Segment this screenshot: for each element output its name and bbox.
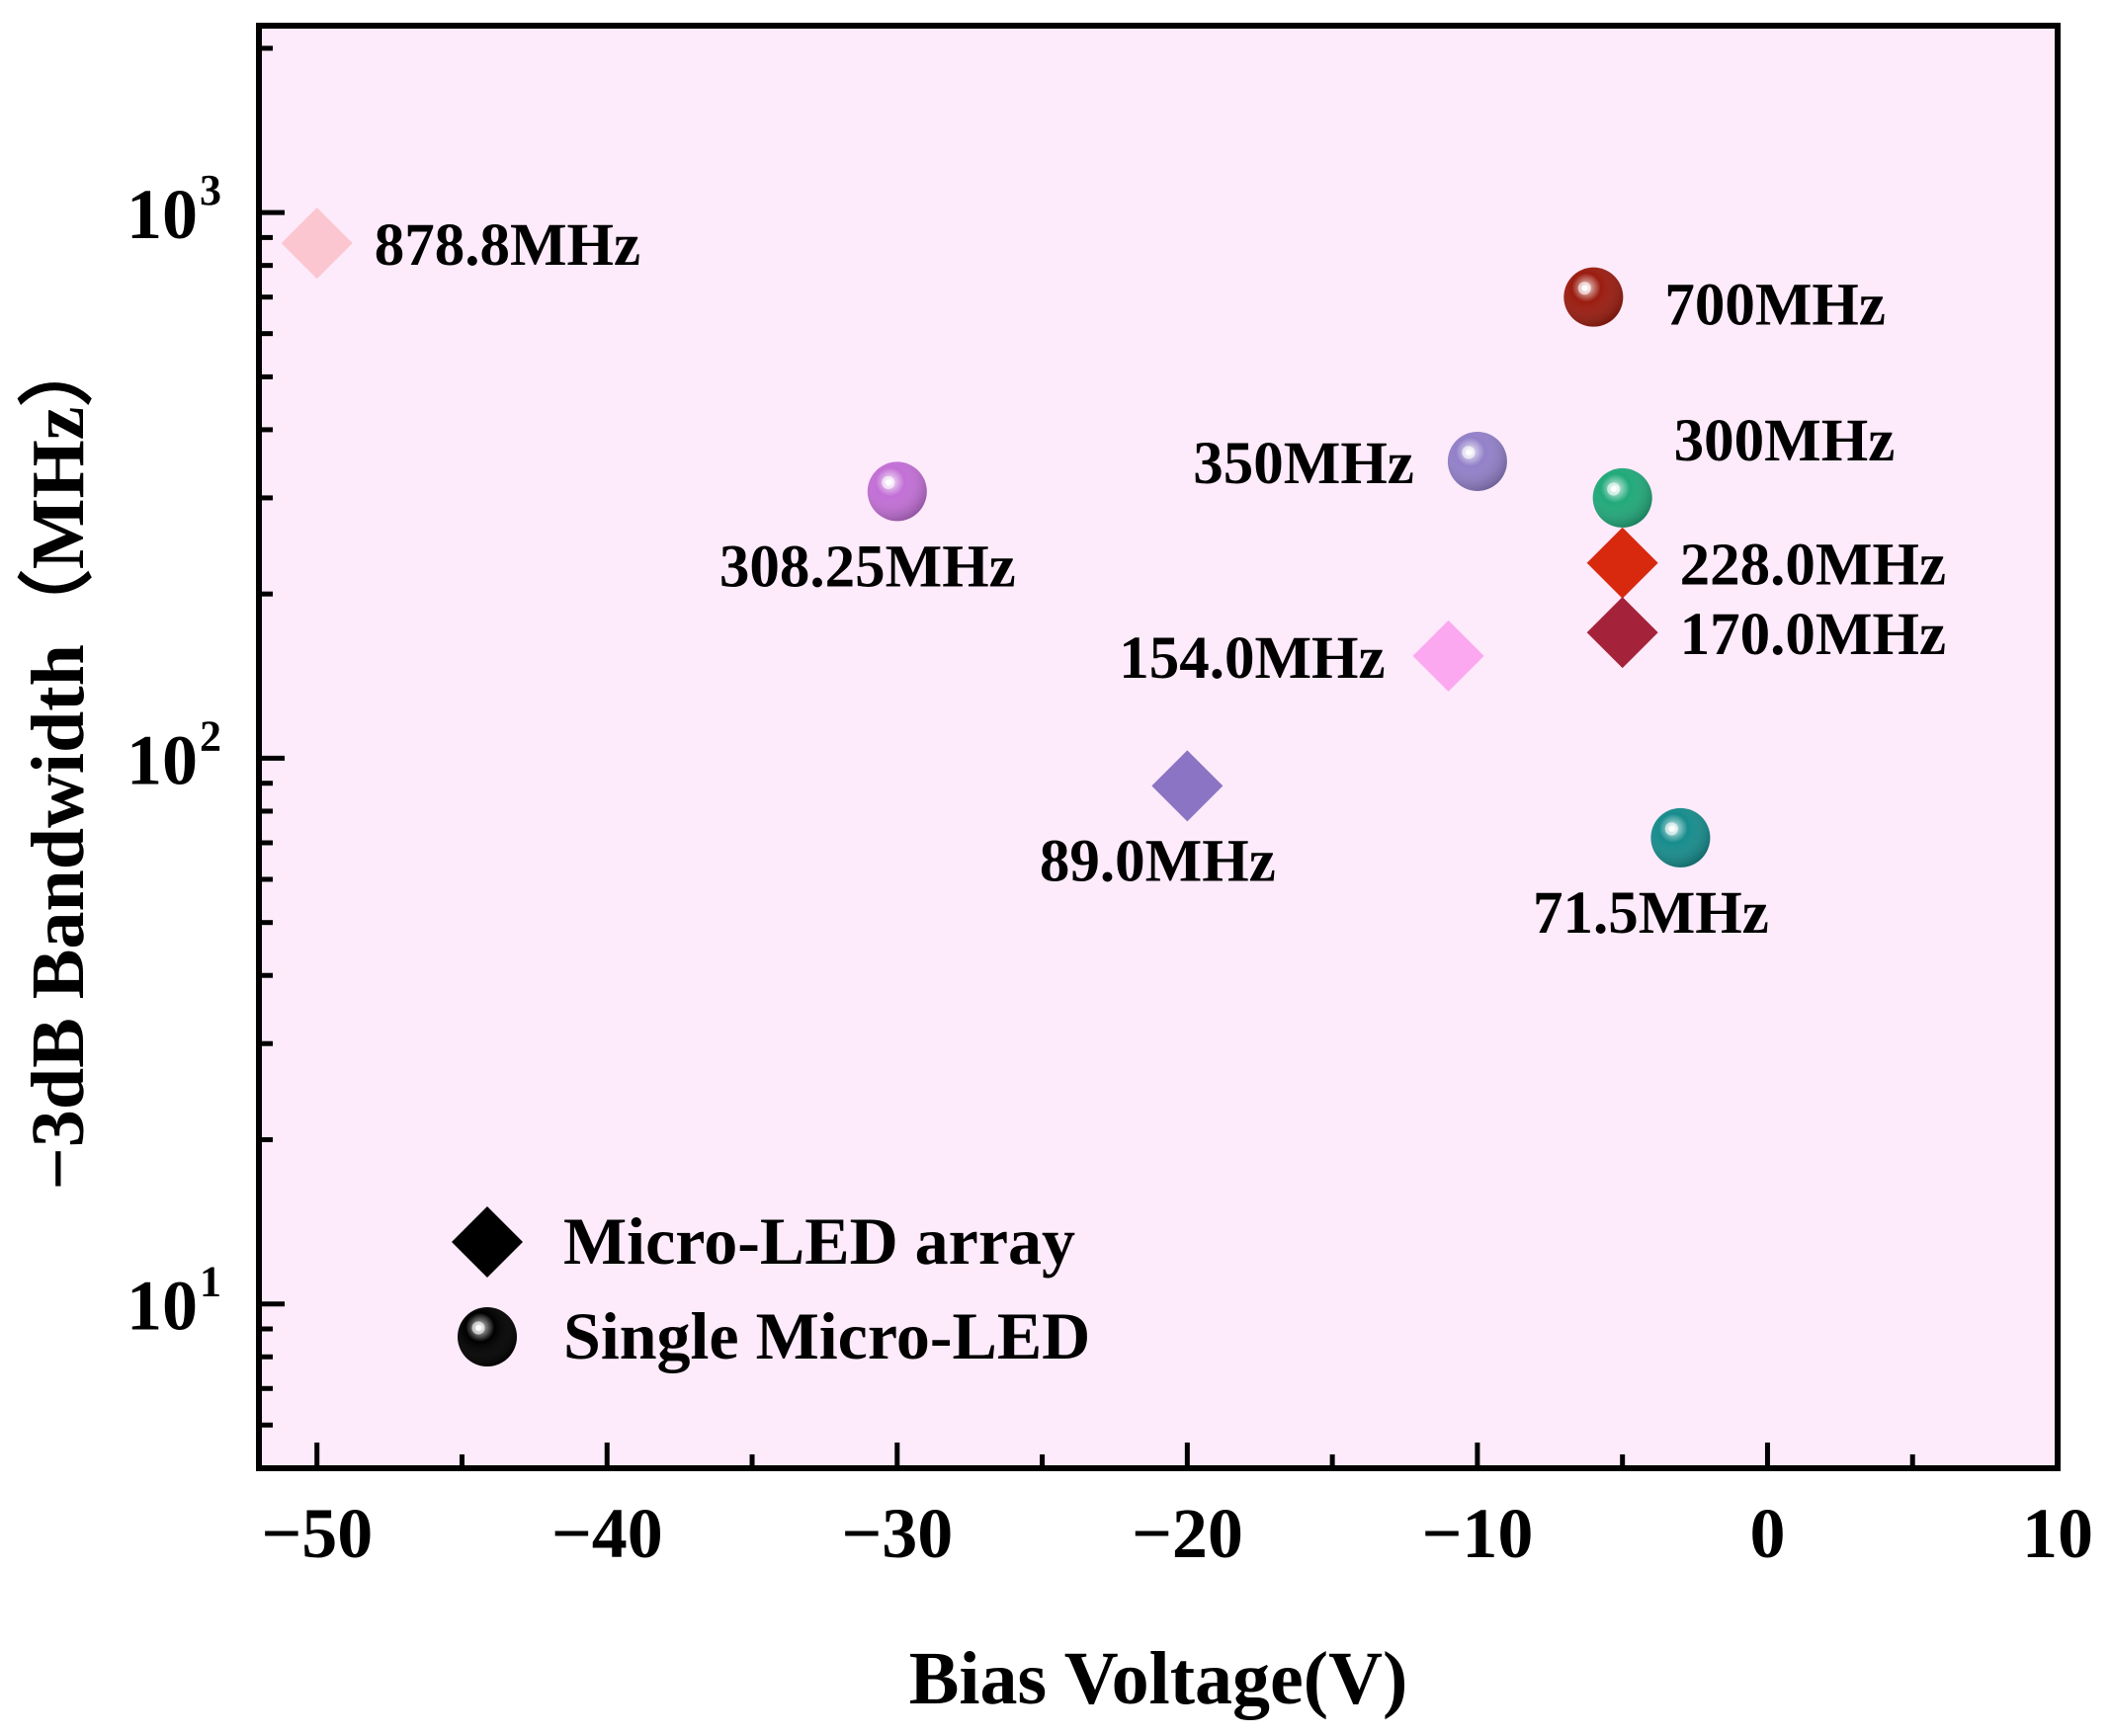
y-tick-label: 10 [127, 175, 198, 254]
y-tick-label: 10 [127, 720, 198, 799]
data-label: 170.0MHz [1680, 602, 1946, 668]
x-tick-label: −20 [1132, 1494, 1243, 1573]
x-tick-labels: −50 −40 −30 −20 −10 0 10 [261, 1494, 2093, 1573]
x-tick-label: −30 [841, 1494, 953, 1573]
plot-area [259, 26, 2058, 1468]
data-label: 228.0MHz [1680, 533, 1946, 599]
legend-marker-sphere [458, 1307, 517, 1366]
data-point-sphere [1447, 431, 1507, 491]
x-axis-title: Bias Voltage(V) [909, 1637, 1408, 1720]
data-point-sphere [867, 461, 927, 522]
data-label: 71.5MHz [1533, 880, 1769, 947]
y-tick-label: 10 [127, 1267, 198, 1346]
data-point-sphere [1563, 267, 1624, 327]
y-tick-exponent: 2 [200, 711, 221, 760]
plot-frame [256, 23, 2061, 1471]
data-label: 89.0MHz [1040, 828, 1276, 894]
data-point-diamond [1586, 527, 1658, 599]
data-point-diamond [281, 207, 353, 280]
x-tick-label: −10 [1421, 1494, 1533, 1573]
x-tick-label: −40 [551, 1494, 663, 1573]
data-point-sphere [1650, 807, 1711, 868]
data-label: 350MHz [1193, 431, 1414, 497]
x-tick-label: −50 [261, 1494, 373, 1573]
data-label: 300MHz [1674, 408, 1896, 474]
data-point-diamond [1412, 620, 1484, 692]
legend: Micro-LED array Single Micro-LED [452, 1203, 1090, 1373]
data-points [281, 207, 1711, 868]
data-label: 700MHz [1664, 273, 1886, 339]
y-major-ticks [259, 209, 285, 1307]
legend-label: Micro-LED array [563, 1203, 1075, 1279]
data-labels: 878.8MHz 308.25MHz 89.0MHz 154.0MHz 350MHz 70… [375, 212, 1946, 947]
legend-label: Single Micro-LED [563, 1298, 1090, 1373]
data-point-diamond [1586, 597, 1658, 669]
x-tick-label: 0 [1749, 1494, 1785, 1573]
data-label: 878.8MHz [375, 212, 640, 279]
data-label: 154.0MHz [1119, 625, 1385, 692]
data-point-sphere [1592, 467, 1652, 528]
legend-marker-diamond [452, 1206, 523, 1278]
y-tick-exponent: 1 [200, 1258, 221, 1306]
data-point-diamond [1151, 750, 1224, 822]
y-axis-title: −3dB Bandwidth（MHz） [17, 332, 100, 1191]
data-label: 308.25MHz [719, 534, 1016, 600]
x-tick-label: 10 [2022, 1494, 2093, 1573]
y-tick-exponent: 3 [200, 166, 221, 214]
